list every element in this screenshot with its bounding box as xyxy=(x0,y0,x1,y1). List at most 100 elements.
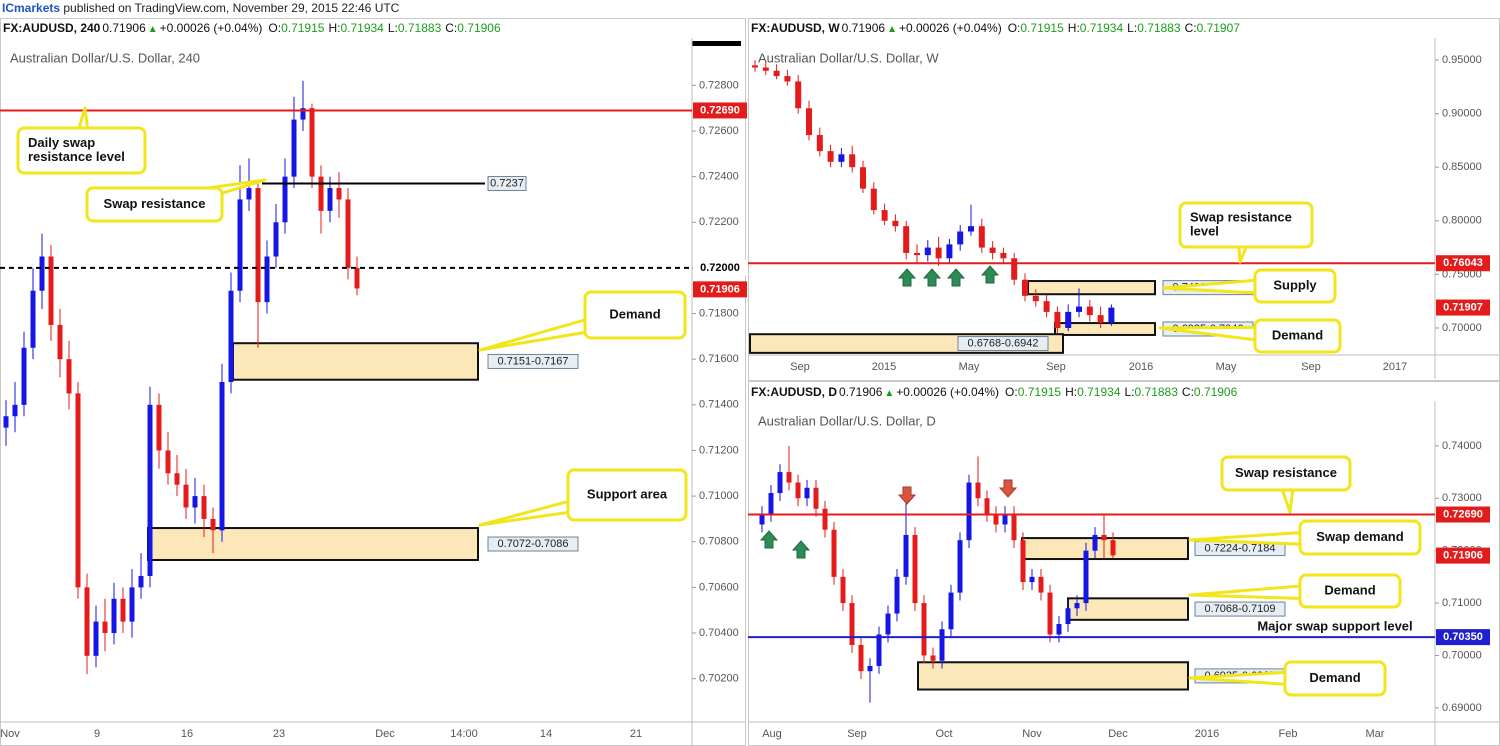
candle-body xyxy=(1047,592,1053,635)
y-tick-label: 0.72600 xyxy=(699,125,739,137)
candle-body xyxy=(93,621,99,656)
up-triangle: ▲ xyxy=(887,24,897,35)
x-tick-label: Sep xyxy=(790,361,810,373)
ohlc-label: L: xyxy=(1127,21,1138,35)
candle-body xyxy=(12,404,18,417)
y-tick-label: 0.70400 xyxy=(699,627,739,639)
candle-body xyxy=(1101,534,1107,541)
y-tick-label: 0.70000 xyxy=(1442,322,1482,334)
price-badge xyxy=(693,102,747,119)
candle-body xyxy=(777,472,783,494)
candle-body xyxy=(795,482,801,499)
ohlc-label: L: xyxy=(387,21,398,35)
candle-body xyxy=(1029,576,1035,583)
x-tick-label: Nov xyxy=(0,728,20,740)
up-triangle: ▲ xyxy=(884,388,895,399)
ohlc-value: 0.71915 xyxy=(1017,385,1062,399)
candle-body xyxy=(831,529,837,577)
candle-body xyxy=(1074,603,1080,609)
price-badge xyxy=(693,281,747,298)
candle-body xyxy=(39,256,45,291)
ohlc-value: 0.71934 xyxy=(1079,21,1124,35)
last-price: 0.71906 xyxy=(841,21,886,35)
candle-body xyxy=(903,226,910,253)
x-tick-label: Mar xyxy=(1366,728,1385,740)
zone-label-text: 0.7224-0.7184 xyxy=(1205,542,1276,554)
x-tick-label: 9 xyxy=(94,728,100,740)
candle-body xyxy=(989,247,996,253)
candle-body xyxy=(120,598,126,622)
x-tick-label: Nov xyxy=(1022,728,1042,740)
ohlc-label: H: xyxy=(328,21,341,35)
callout-text: Swap demand xyxy=(1316,529,1403,544)
x-tick-label: Aug xyxy=(762,728,782,740)
ohlc-value: 0.71883 xyxy=(1137,21,1181,35)
zone-label-box xyxy=(487,536,579,552)
candle-body xyxy=(822,508,828,530)
candle-body xyxy=(1065,608,1071,625)
up-arrow xyxy=(980,265,1000,284)
subtitle: Australian Dollar/U.S. Dollar, 240 xyxy=(10,50,200,65)
candle-body xyxy=(978,226,985,248)
y-tick-label: 0.72400 xyxy=(699,171,739,183)
panel-header: FX:AUDUSD, W 0.71906 ▲ +0.00026 (+0.04%) O:0… xyxy=(751,20,1244,38)
price-badge-text: 0.72690 xyxy=(1443,508,1483,520)
ohlc-value: 0.71906 xyxy=(1193,385,1238,399)
up-arrow xyxy=(791,540,811,559)
ohlc-label: L: xyxy=(1124,385,1135,399)
x-tick-label: Oct xyxy=(935,728,952,740)
y-tick-label: 0.70000 xyxy=(1442,649,1482,661)
change: +0.00026 (+0.04%) xyxy=(896,385,1000,399)
zone-label-box xyxy=(957,336,1049,352)
note: Major swap support level xyxy=(1257,618,1412,633)
candle-body xyxy=(21,347,27,405)
symbol: FX:AUDUSD, 240 xyxy=(3,21,101,35)
x-tick-label: 2015 xyxy=(872,361,896,373)
candle-body xyxy=(948,592,954,630)
candle-body xyxy=(174,473,180,485)
x-tick-label: 14:00 xyxy=(450,728,478,740)
candle-body xyxy=(192,496,198,508)
level-label: 0.7237 xyxy=(490,177,524,189)
candle-body xyxy=(1092,534,1098,551)
zone xyxy=(1054,322,1156,336)
callout-box xyxy=(583,290,687,340)
ohlc-value: 0.71883 xyxy=(1134,385,1178,399)
subtitle: Australian Dollar/U.S. Dollar, W xyxy=(758,50,939,65)
last-price: 0.71906 xyxy=(102,21,146,35)
candle-body xyxy=(237,199,243,291)
zone-label-text: 0.7072-0.7086 xyxy=(498,538,569,550)
change: +0.00026 (+0.04%) xyxy=(159,21,263,35)
zone-label-text: 0.7151-0.7167 xyxy=(498,355,569,367)
publish-header: ICmarkets published on TradingView.com, … xyxy=(2,1,399,15)
candle-body xyxy=(1002,513,1008,525)
candle-body xyxy=(1043,301,1050,312)
y-tick-label: 0.90000 xyxy=(1442,108,1482,120)
candle-body xyxy=(255,188,261,303)
candle-body xyxy=(892,220,899,227)
candle-body xyxy=(1086,306,1093,316)
up-triangle: ▲ xyxy=(147,24,158,35)
price-badge xyxy=(1436,255,1490,272)
candle-body xyxy=(759,513,765,525)
candle-body xyxy=(111,598,117,634)
ohlc-label: O: xyxy=(268,21,282,35)
price-badge xyxy=(693,259,747,276)
callout-box xyxy=(85,186,224,223)
y-tick-label: 0.70600 xyxy=(699,581,739,593)
candle-body xyxy=(881,210,888,221)
zone-label-text: 0.7068-0.7109 xyxy=(1205,603,1276,615)
callout-box xyxy=(1178,201,1314,249)
zone xyxy=(1027,280,1156,296)
candle-body xyxy=(795,81,802,109)
candle-body xyxy=(57,324,63,360)
callout-text: Swap resistance xyxy=(1235,465,1337,480)
y-tick-label: 0.71200 xyxy=(699,444,739,456)
panel-header: FX:AUDUSD, 240 0.71906 ▲ +0.00026 (+0.04%) O… xyxy=(3,20,505,38)
x-tick-label: 21 xyxy=(630,728,642,740)
subtitle: Australian Dollar/U.S. Dollar, D xyxy=(758,413,936,428)
candle-body xyxy=(201,496,207,519)
brand: ICmarkets xyxy=(2,1,61,15)
y-tick-label: 0.80000 xyxy=(1442,215,1482,227)
candle-body xyxy=(867,665,873,672)
